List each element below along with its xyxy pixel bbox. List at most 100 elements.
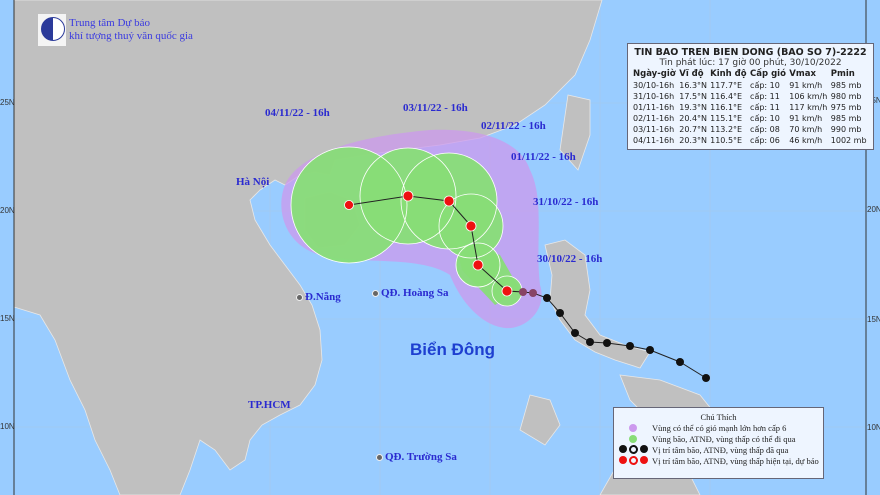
info-row: 01/11-16h 19.3°N 116.1°E cấp: 11 117 km/h 975…	[632, 102, 869, 113]
purple-zone-icon	[629, 423, 637, 432]
info-cell: 113.2°E	[710, 125, 743, 134]
col-header: Vmax	[789, 69, 816, 79]
forecast-storm-icon	[501, 285, 513, 297]
info-cell: 30/10-16h	[633, 81, 675, 90]
forecast-storm-icon	[443, 195, 455, 207]
sea-name: Biển Đông	[410, 340, 495, 359]
lat-label-left: 10N	[0, 422, 15, 431]
info-cell: 01/11-16h	[633, 103, 675, 112]
forecast-label: 01/11/22 - 16h	[511, 151, 576, 163]
past-storm-icon	[603, 339, 611, 347]
place-danang: Đ.Nẵng	[296, 291, 341, 303]
storm-info-panel: TIN BAO TREN BIEN DONG (BAO SO 7)-2222 T…	[627, 43, 874, 150]
green-zone-icon	[629, 434, 637, 443]
info-cell: 03/11-16h	[633, 125, 675, 134]
forecast-storm-icon	[472, 259, 484, 271]
past-storm-icon	[646, 346, 654, 354]
info-cell: 115.1°E	[710, 114, 743, 123]
info-row: 03/11-16h 20.7°N 113.2°E cấp: 08 70 km/h 990 …	[632, 124, 869, 135]
col-header: Ngày-giờ	[633, 69, 676, 79]
info-cell: 19.3°N	[679, 103, 708, 112]
info-cell: 20.3°N	[679, 136, 708, 145]
info-cell: 117.7°E	[710, 81, 743, 90]
forecast-storm-icon	[402, 190, 414, 202]
info-cell: 975 mb	[830, 103, 862, 112]
org-name-line1: Trung tâm Dự báo	[69, 17, 151, 29]
info-cell: 990 mb	[830, 125, 862, 134]
lat-label-left: 20N	[0, 206, 15, 215]
info-cell: cấp: 11	[750, 103, 780, 112]
past-storm-icon	[571, 329, 579, 337]
info-cell: 20.4°N	[679, 114, 708, 123]
info-cell: 91 km/h	[789, 114, 823, 123]
info-cell: 985 mb	[830, 114, 862, 123]
forecast-label: 31/10/22 - 16h	[533, 196, 599, 208]
legend-panel: Chú Thích Vùng có thể có gió mạnh lớn hơ…	[613, 407, 824, 479]
info-cell: 980 mb	[830, 92, 862, 101]
emblem-icon	[38, 14, 66, 46]
info-cell: 1002 mb	[830, 136, 867, 145]
info-cell: cấp: 10	[750, 114, 780, 123]
info-cell: 91 km/h	[789, 81, 823, 90]
legend-item: Vùng bão, ATNĐ, vùng thấp có thể đi qua	[614, 433, 823, 444]
lat-label-left: 15N	[0, 314, 15, 323]
past-storm-icon	[676, 358, 684, 366]
info-cell: 04/11-16h	[633, 136, 675, 145]
past-storm-icon	[702, 374, 710, 382]
legend-item: Vị trí tâm bão, ATNĐ, vùng thấp hiện tại…	[614, 455, 823, 466]
info-cell: 16.3°N	[679, 81, 708, 90]
current-low-icon	[639, 456, 648, 464]
col-header: Pmin	[830, 69, 855, 79]
place-hcm: TP.HCM	[248, 399, 291, 411]
past-storm-icon	[529, 289, 537, 297]
info-cell: 70 km/h	[789, 125, 823, 134]
info-cell: cấp: 10	[750, 81, 780, 90]
info-issued: Tin phát lúc: 17 giờ 00 phút, 30/10/2022	[659, 58, 842, 68]
info-row: 30/10-16h 16.3°N 117.7°E cấp: 10 91 km/h 985 …	[632, 80, 869, 91]
info-cell: 985 mb	[830, 81, 862, 90]
info-cell: 106 km/h	[789, 92, 828, 101]
info-cell: 31/10-16h	[633, 92, 675, 101]
legend-item: Vị trí tâm bão, ATNĐ, vùng thấp đã qua	[614, 444, 823, 455]
info-cell: 110.5°E	[710, 136, 743, 145]
info-cell: 17.5°N	[679, 92, 708, 101]
info-row: 04/11-16h 20.3°N 110.5°E cấp: 06 46 km/h 1002…	[632, 135, 869, 146]
place-truongsa: QĐ. Trường Sa	[376, 451, 457, 463]
past-storm-icon	[556, 309, 564, 317]
info-cell: 46 km/h	[789, 136, 823, 145]
col-header: Cấp gió	[750, 69, 786, 79]
lat-label-right: 20N	[867, 205, 880, 214]
forecast-low-icon	[344, 200, 354, 210]
current-depression-icon	[628, 456, 638, 465]
info-cell: 02/11-16h	[633, 114, 675, 123]
place-hoangsa: QĐ. Hoàng Sa	[372, 287, 449, 299]
info-title: TIN BAO TREN BIEN DONG (BAO SO 7)-2222	[634, 47, 867, 58]
past-storm-icon	[586, 338, 594, 346]
legend-item: Vùng có thể có gió mạnh lớn hơn cấp 6	[614, 422, 823, 433]
info-table: Ngày-giờ Vĩ độ Kinh độ Cấp gió Vmax Pmin…	[632, 68, 869, 146]
place-hanoi: Hà Nội	[236, 176, 270, 188]
lat-label-right: 10N	[867, 423, 880, 432]
forecast-label: 04/11/22 - 16h	[265, 107, 330, 119]
past-depression-icon	[628, 445, 638, 454]
forecast-label: 30/10/22 - 16h	[537, 253, 603, 265]
info-cell: 20.7°N	[679, 125, 708, 134]
forecast-label: 02/11/22 - 16h	[481, 120, 546, 132]
info-cell: 117 km/h	[789, 103, 828, 112]
legend-title: Chú Thích	[700, 412, 737, 422]
info-cell: cấp: 06	[750, 136, 780, 145]
org-name-line2: khí tượng thuỷ văn quốc gia	[69, 30, 193, 42]
info-row: 31/10-16h 17.5°N 116.4°E cấp: 11 106 km/h 980…	[632, 91, 869, 102]
forecast-storm-icon	[465, 220, 477, 232]
past-storm-icon	[626, 342, 634, 350]
current-storm-icon	[618, 456, 627, 464]
org-logo: Trung tâm Dự báo khí tượng thuỷ văn quốc…	[38, 14, 193, 46]
col-header: Kinh độ	[710, 69, 747, 79]
info-row: 02/11-16h 20.4°N 115.1°E cấp: 10 91 km/h 985 …	[632, 113, 869, 124]
info-cell: cấp: 11	[750, 92, 780, 101]
info-cell: cấp: 08	[750, 125, 780, 134]
past-storm-icon	[519, 288, 527, 296]
col-header: Vĩ độ	[679, 69, 704, 79]
lat-label-right: 15N	[867, 315, 880, 324]
lat-label-left: 25N	[0, 98, 15, 107]
